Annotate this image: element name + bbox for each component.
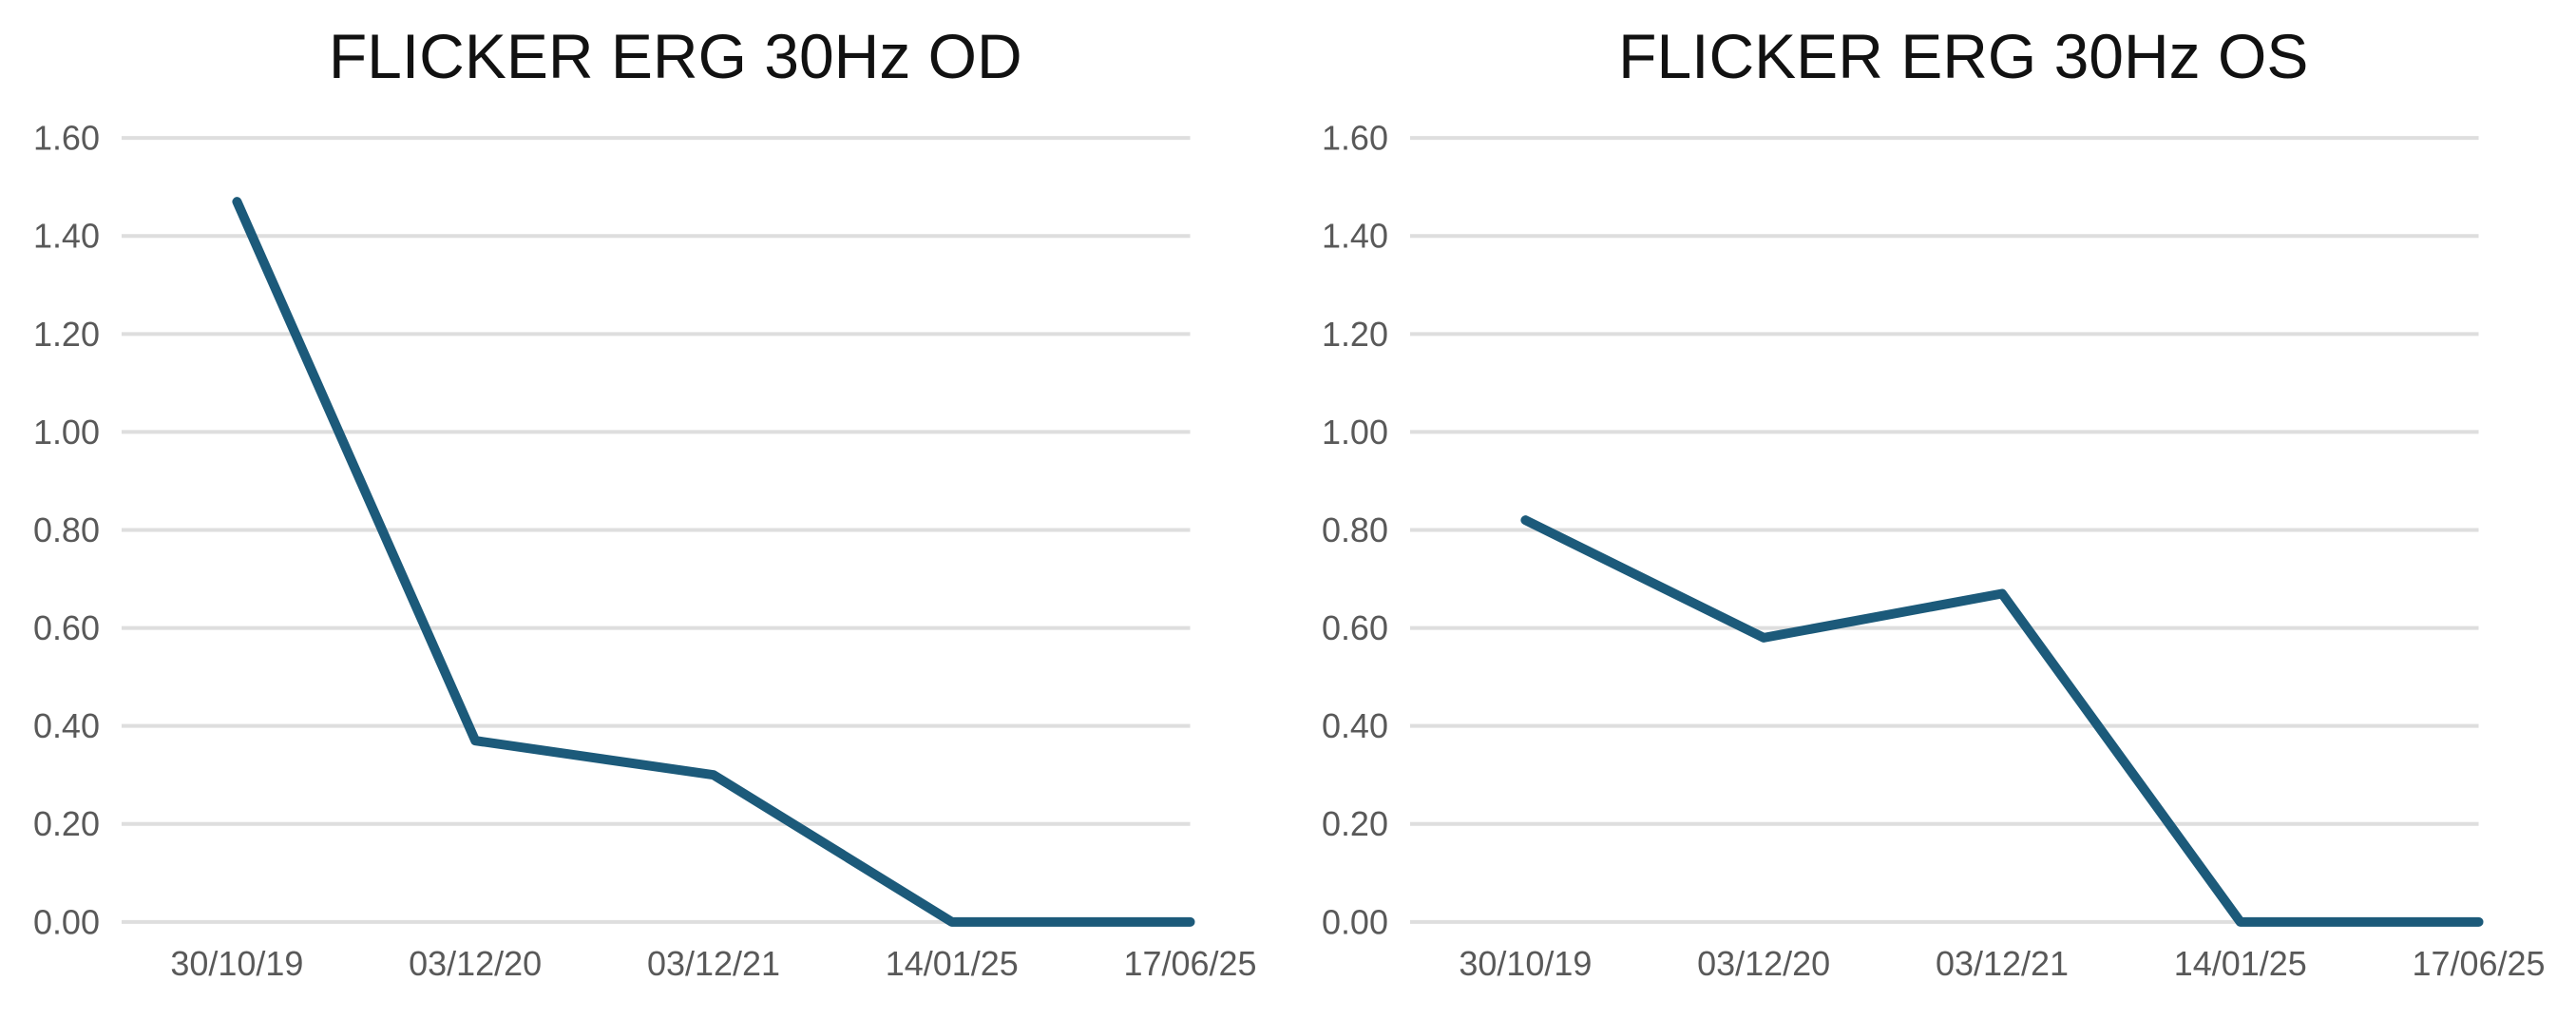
chart-panel-os: FLICKER ERG 30Hz OS 1.60 1.40 1.20 1.00 0.80…: [1288, 0, 2576, 1020]
x-axis-tick-label: 30/10/19: [170, 944, 303, 983]
y-axis-tick-label: 1.40: [1321, 217, 1387, 256]
y-axis-tick-label: 0.20: [1321, 804, 1387, 843]
chart-plot-area: 1.60 1.40 1.20 1.00 0.80 0.60 0.40 0.20 0.00 30/1…: [1321, 119, 2545, 983]
y-axis-tick-label: 1.60: [33, 119, 100, 158]
x-axis-tick-label: 03/12/21: [1935, 944, 2068, 983]
x-axis-tick-label: 03/12/20: [1697, 944, 1830, 983]
chart-panel-od: FLICKER ERG 30Hz OD 1.60 1.40 1.20 1.00 0.80…: [32, 25, 1257, 983]
chart-title-od: FLICKER ERG 30Hz OD: [328, 21, 1022, 91]
x-axis-tick-label: 17/06/25: [1124, 944, 1257, 983]
y-axis-tick-label: 0.60: [1321, 608, 1387, 647]
x-axis-tick-label: 30/10/19: [1459, 944, 1592, 983]
y-axis-tick-label: 0.40: [1321, 706, 1387, 745]
chart-title-os: FLICKER ERG 30Hz OS: [1618, 21, 2309, 91]
x-axis-tick-label: 03/12/20: [409, 944, 542, 983]
x-axis-tick-label: 03/12/21: [647, 944, 780, 983]
y-axis-tick-label: 1.20: [1321, 315, 1387, 354]
data-line: [1519, 515, 2484, 927]
y-axis-tick-label: 1.20: [33, 315, 100, 354]
data-line: [232, 197, 1195, 927]
y-axis-tick-label: 0.00: [33, 902, 100, 941]
x-axis-tick-label: 14/01/25: [886, 944, 1019, 983]
y-axis-tick-label: 0.40: [33, 706, 100, 745]
y-axis-tick-label: 1.00: [33, 413, 100, 452]
x-axis-tick-label: 14/01/25: [2173, 944, 2306, 983]
y-axis-tick-label: 0.80: [1321, 510, 1387, 549]
y-axis-tick-label: 0.00: [1321, 902, 1387, 941]
y-axis-tick-label: 0.20: [33, 804, 100, 843]
y-axis-tick-label: 1.00: [1321, 413, 1387, 452]
y-axis-tick-label: 0.80: [33, 510, 100, 549]
y-axis-tick-label: 1.40: [33, 217, 100, 256]
x-axis-tick-label: 17/06/25: [2412, 944, 2545, 983]
y-axis-tick-label: 0.60: [33, 608, 100, 647]
chart-plot-area: 1.60 1.40 1.20 1.00 0.80 0.60 0.40 0.20 0.00 30/1…: [33, 119, 1257, 983]
y-axis-tick-label: 1.60: [1321, 119, 1387, 158]
